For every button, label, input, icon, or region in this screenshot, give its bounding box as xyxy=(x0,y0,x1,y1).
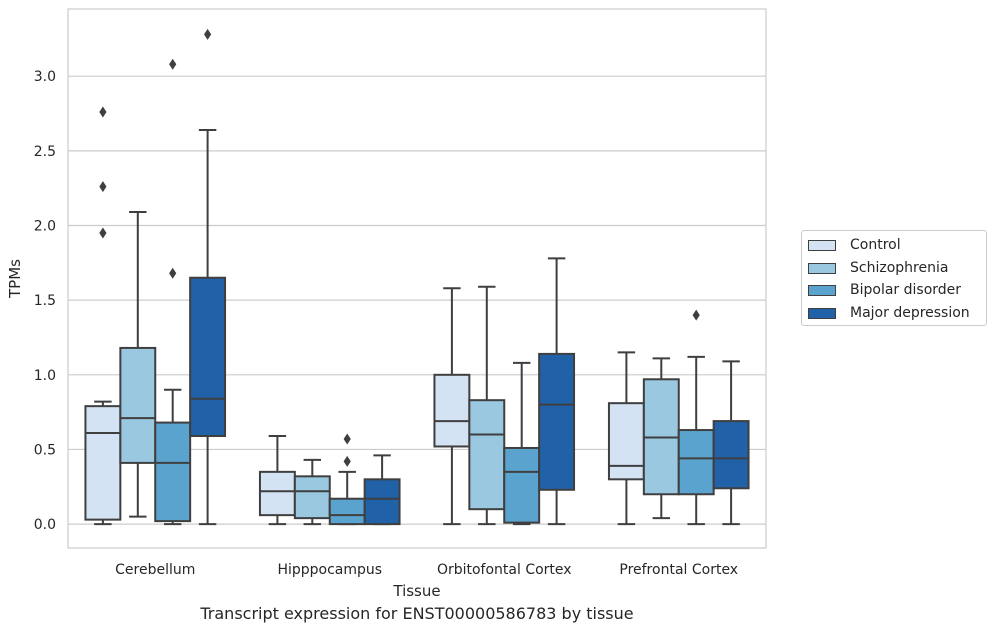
box-1-0 xyxy=(119,211,157,518)
legend-item-control: Control xyxy=(808,236,901,254)
x-tick-label: Cerebellum xyxy=(115,562,195,578)
y-tick-label: 0.5 xyxy=(34,442,56,458)
legend-swatch-schizophrenia xyxy=(808,262,836,274)
legend-item-bipolar-disorder: Bipolar disorder xyxy=(808,281,961,299)
box-1-1 xyxy=(293,458,331,526)
box-body xyxy=(328,497,366,526)
outlier-point xyxy=(99,227,107,239)
box-body xyxy=(154,421,192,523)
box-1-2 xyxy=(468,285,506,526)
legend-label-major-depression: Major depression xyxy=(850,305,970,321)
box-body xyxy=(712,420,750,490)
box-body xyxy=(189,276,227,438)
y-tick-label: 1.5 xyxy=(34,293,56,309)
box-3-2 xyxy=(538,257,576,526)
box-body xyxy=(607,402,645,481)
box-2-0 xyxy=(154,58,192,526)
box-1-3 xyxy=(642,357,680,520)
box-body xyxy=(433,373,471,448)
outlier-point xyxy=(99,181,107,193)
plot-frame xyxy=(67,8,767,549)
box-body xyxy=(293,475,331,520)
box-3-0 xyxy=(189,28,227,526)
box-0-0 xyxy=(84,106,122,526)
box-layer xyxy=(84,28,750,526)
y-tick-label: 2.0 xyxy=(34,218,56,234)
box-body xyxy=(258,470,296,517)
y-tick-label: 3.0 xyxy=(34,69,56,85)
box-2-3 xyxy=(677,309,715,526)
box-body xyxy=(468,399,506,511)
outlier-point xyxy=(692,309,700,321)
y-tick-label: 1.0 xyxy=(34,368,56,384)
outlier-point xyxy=(169,267,177,279)
box-body xyxy=(677,429,715,496)
box-body xyxy=(538,352,576,491)
outlier-point xyxy=(204,28,212,40)
legend-label-schizophrenia: Schizophrenia xyxy=(850,260,949,276)
legend-swatch-control xyxy=(808,239,836,251)
y-tick-labels: 0.0 0.5 1.0 1.5 2.0 2.5 3.0 xyxy=(34,69,56,533)
y-tick-label: 2.5 xyxy=(34,144,56,160)
y-tick-label: 0.0 xyxy=(34,517,56,533)
outlier-point xyxy=(343,455,351,467)
legend-label-bipolar-disorder: Bipolar disorder xyxy=(850,282,962,298)
legend-item-major-depression: Major depression xyxy=(808,304,970,322)
legend-label-control: Control xyxy=(850,237,901,253)
legend-item-schizophrenia: Schizophrenia xyxy=(808,259,948,277)
x-axis-label: Tissue xyxy=(392,582,440,600)
outlier-point xyxy=(343,433,351,445)
box-0-3 xyxy=(607,351,645,526)
x-tick-label: Prefrontal Cortex xyxy=(619,562,738,578)
outlier-point xyxy=(99,106,107,118)
legend-swatch-bipolar-disorder xyxy=(808,284,836,296)
box-3-1 xyxy=(363,454,401,526)
legend: Control Schizophrenia Bipolar disorder M… xyxy=(801,230,987,326)
box-body xyxy=(119,346,157,464)
x-tick-label: Hipppocampus xyxy=(277,562,382,578)
x-tick-labels: Cerebellum Hipppocampus Orbitofontal Corte… xyxy=(115,562,738,578)
box-body xyxy=(363,478,401,526)
box-body xyxy=(503,446,541,524)
box-0-2 xyxy=(433,287,471,526)
y-axis-label: TPMs xyxy=(6,259,24,299)
box-body xyxy=(84,405,122,521)
box-2-2 xyxy=(503,361,541,526)
legend-swatch-major-depression xyxy=(808,307,836,319)
outlier-point xyxy=(169,58,177,70)
x-tick-label: Orbitofontal Cortex xyxy=(437,562,572,578)
chart-caption: Transcript expression for ENST0000058678… xyxy=(200,604,634,623)
box-2-1 xyxy=(328,433,366,526)
box-3-3 xyxy=(712,360,750,526)
